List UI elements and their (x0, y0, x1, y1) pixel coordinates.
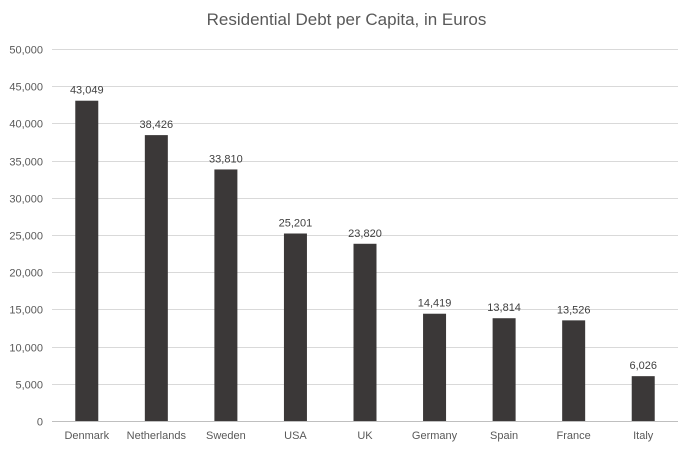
data-label: 38,426 (140, 119, 174, 131)
bar-germany (423, 313, 447, 421)
data-label: 43,049 (70, 85, 104, 97)
x-tick-label: Spain (490, 430, 518, 442)
x-tick-label: USA (284, 430, 307, 442)
x-tick-label: France (557, 430, 591, 442)
bar-denmark (75, 100, 99, 421)
y-tick-label: 30,000 (9, 194, 43, 206)
y-tick-label: 50,000 (9, 45, 43, 57)
bar-netherlands (144, 135, 168, 421)
bars (75, 100, 655, 421)
bar-spain (492, 318, 516, 421)
x-tick-label: UK (357, 430, 373, 442)
y-tick-label: 15,000 (9, 305, 43, 317)
y-tick-label: 10,000 (9, 343, 43, 355)
y-tick-label: 25,000 (9, 231, 43, 243)
bar-france (562, 320, 586, 421)
data-label: 33,810 (209, 153, 243, 165)
y-tick-label: 5,000 (15, 380, 43, 392)
data-label: 13,526 (557, 304, 591, 316)
x-tick-label: Italy (633, 430, 654, 442)
x-tick-label: Germany (412, 430, 458, 442)
bar-italy (631, 376, 655, 421)
y-tick-label: 45,000 (9, 82, 43, 94)
labels: 0 5,000 10,000 15,000 20,000 25,000 30,000 35,0… (9, 45, 657, 443)
data-label: 23,820 (348, 228, 382, 240)
x-tick-label: Sweden (206, 430, 246, 442)
data-label: 25,201 (279, 218, 313, 230)
y-tick-label: 40,000 (9, 119, 43, 131)
y-tick-label: 20,000 (9, 268, 43, 280)
data-label: 6,026 (629, 360, 657, 372)
data-label: 13,814 (487, 302, 521, 314)
bar-usa (283, 233, 307, 421)
y-tick-label: 0 (37, 417, 43, 429)
x-tick-label: Denmark (64, 430, 109, 442)
data-label: 14,419 (418, 298, 452, 310)
y-tick-label: 35,000 (9, 157, 43, 169)
chart-title: Residential Debt per Capita, in Euros (206, 10, 487, 29)
bar-sweden (214, 169, 238, 421)
bar-uk (353, 243, 377, 421)
x-tick-label: Netherlands (127, 430, 187, 442)
